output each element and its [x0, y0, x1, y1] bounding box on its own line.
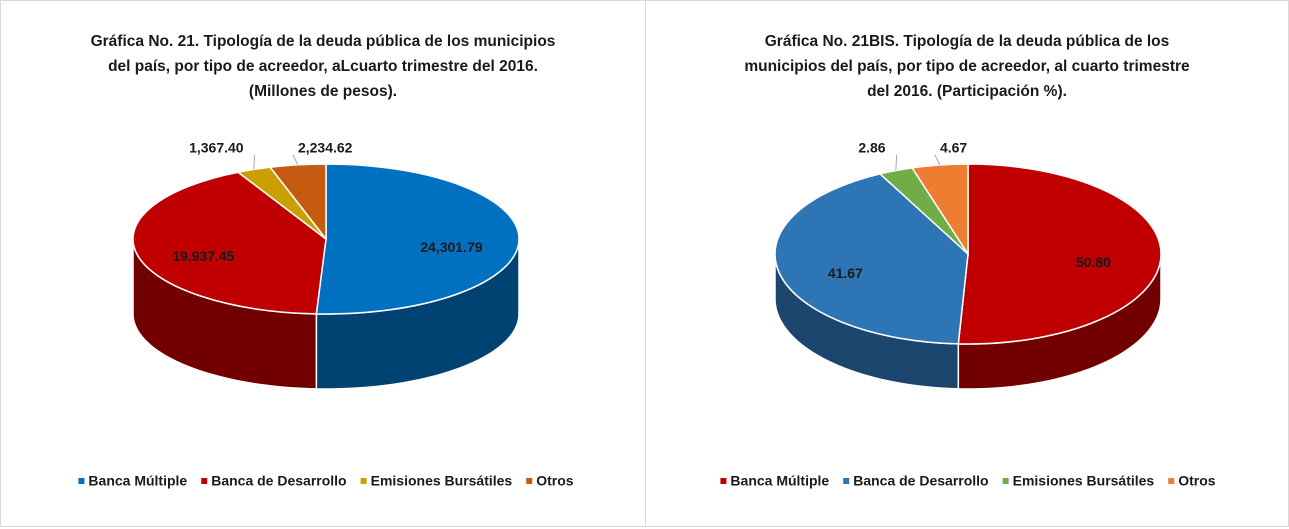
data-label: 2.86: [858, 140, 885, 156]
slice: [315, 163, 520, 315]
chart: 50.80 41.67 2.86 4.67 Banca Múltiple Banca de…: [720, 140, 1216, 489]
legend-label: Emisiones Bursátiles: [371, 473, 513, 489]
chart-panel: Gráfica No. 21BIS. Tipología de la deuda…: [645, 0, 1289, 527]
data-label: 24,301.79: [420, 239, 482, 255]
legend-swatch: [1168, 478, 1175, 484]
slice: [774, 173, 969, 345]
slice: [910, 163, 969, 257]
data-label: 4.67: [940, 140, 967, 156]
legend-swatch: [1002, 478, 1009, 484]
slice: [957, 163, 1162, 345]
legend-swatch: [843, 478, 850, 484]
legend-label: Otros: [536, 473, 574, 489]
chart-title: Gráfica No. 21BIS. Tipología de la deuda…: [744, 33, 1190, 100]
legend-swatch: [720, 478, 727, 484]
data-label: 50.80: [1076, 254, 1111, 270]
legend-swatch: [78, 478, 85, 484]
legend-label: Banca de Desarrollo: [211, 473, 346, 489]
data-label: 41.67: [828, 265, 863, 281]
legend-swatch: [201, 478, 208, 484]
legend-swatch: [360, 478, 367, 484]
legend-label: Banca de Desarrollo: [853, 473, 988, 489]
legend-label: Emisiones Bursátiles: [1013, 473, 1155, 489]
slice: [132, 171, 327, 315]
legend-label: Banca Múltiple: [88, 473, 187, 489]
leader-line: [895, 154, 898, 171]
legend-label: Banca Múltiple: [730, 473, 829, 489]
leader-line: [253, 154, 256, 170]
legend-swatch: [526, 478, 533, 484]
data-label: 1,367.40: [189, 140, 244, 156]
slice: [268, 163, 327, 242]
chart-title: Gráfica No. 21. Tipología de la deuda pú…: [90, 33, 556, 100]
data-label: 19,937.45: [172, 248, 234, 264]
leader-line: [934, 154, 941, 166]
leader-line: [292, 154, 299, 166]
data-label: 2,234.62: [298, 140, 353, 156]
chart: 24,301.79 19,937.45 1,367.40 2,234.62 Banca …: [78, 140, 574, 489]
chart-panel: Gráfica No. 21. Tipología de la deuda pú…: [0, 0, 646, 527]
legend-label: Otros: [1178, 473, 1216, 489]
